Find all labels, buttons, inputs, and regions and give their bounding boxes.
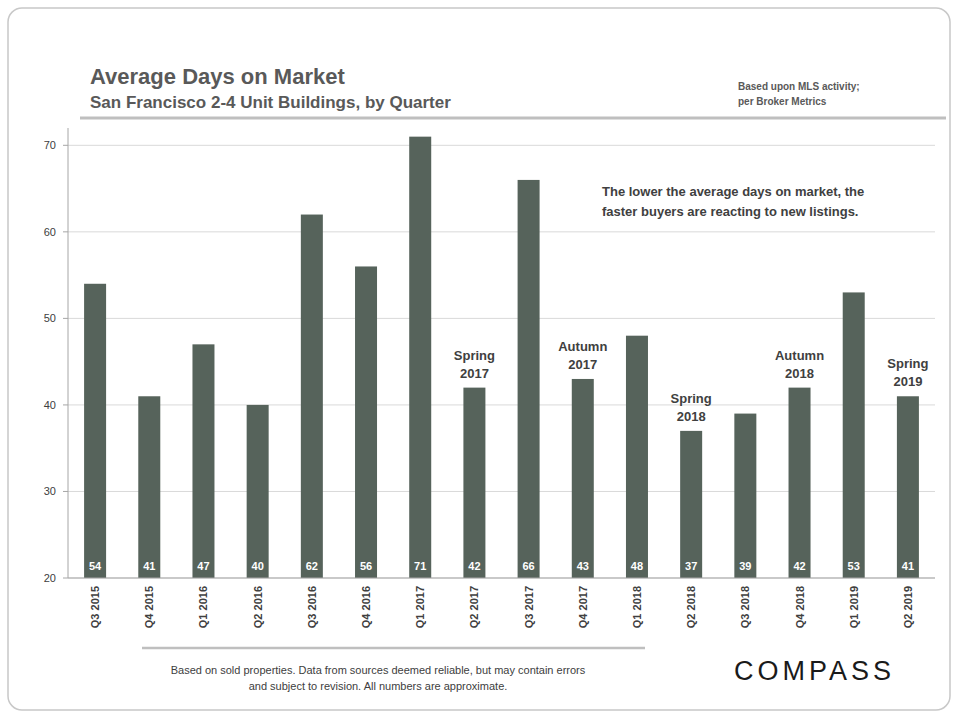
bar — [680, 431, 702, 578]
data-label: 71 — [414, 560, 426, 572]
bar — [301, 215, 323, 578]
x-tick-label: Q4 2015 — [143, 586, 155, 628]
bar — [247, 405, 269, 578]
x-tick-label: Q3 2016 — [306, 586, 318, 628]
tick-mark — [63, 318, 68, 319]
x-tick-label: Q3 2017 — [523, 586, 535, 628]
footer: Based on sold properties. Data from sour… — [168, 662, 588, 694]
x-tick-label: Q3 2015 — [89, 586, 101, 628]
data-label: 41 — [902, 560, 914, 572]
data-label: 42 — [468, 560, 480, 572]
annotation: Spring2017 — [454, 348, 495, 381]
data-label: 40 — [252, 560, 264, 572]
data-label: 66 — [522, 560, 534, 572]
bar — [138, 396, 160, 578]
grid-line — [68, 318, 935, 319]
tick-mark — [63, 231, 68, 232]
bar — [192, 344, 214, 578]
y-tick-label: 30 — [44, 485, 56, 497]
bar — [572, 379, 594, 578]
tick-mark — [63, 404, 68, 405]
x-tick-label: Q2 2016 — [252, 586, 264, 628]
y-tick-label: 20 — [44, 572, 56, 584]
tick-mark — [63, 491, 68, 492]
data-label: 54 — [89, 560, 102, 572]
grid-line — [68, 578, 935, 579]
x-tick-label: Q3 2018 — [739, 586, 751, 628]
tick-mark — [63, 145, 68, 146]
grid-line — [68, 231, 935, 232]
note: The lower the average days on market, th… — [602, 182, 902, 222]
bars — [84, 137, 919, 578]
x-tick-label: Q4 2018 — [794, 586, 806, 628]
logo: COMPASS — [734, 656, 895, 687]
bar — [463, 388, 485, 578]
data-label: 37 — [685, 560, 697, 572]
subtitle: San Francisco 2-4 Unit Buildings, by Qua… — [90, 93, 451, 113]
annotation: Spring2018 — [671, 391, 712, 424]
x-tick-label: Q1 2017 — [414, 586, 426, 628]
title: Average Days on Market — [90, 64, 345, 90]
bar — [84, 284, 106, 578]
annotation: Spring2019 — [887, 356, 928, 389]
data-label: 47 — [197, 560, 209, 572]
annotation: Autumn2018 — [775, 348, 824, 381]
bar — [843, 292, 865, 578]
x-tick-label: Q1 2018 — [631, 586, 643, 628]
x-tick-label: Q2 2017 — [468, 586, 480, 628]
data-label: 56 — [360, 560, 372, 572]
bar — [518, 180, 540, 578]
y-tick-label: 70 — [44, 139, 56, 151]
x-tick-label: Q2 2019 — [902, 586, 914, 628]
bar — [355, 266, 377, 578]
header-rule — [80, 117, 946, 120]
bar — [789, 388, 811, 578]
y-tick-label: 60 — [44, 226, 56, 238]
annotation: Autumn2017 — [558, 339, 607, 372]
data-label: 43 — [577, 560, 589, 572]
source-note: Based upon MLS activity; per Broker Metr… — [738, 79, 868, 109]
data-label: 39 — [739, 560, 751, 572]
panel-border — [8, 8, 950, 710]
data-label: 42 — [793, 560, 805, 572]
grid-line — [68, 145, 935, 146]
x-tick-label: Q1 2019 — [848, 586, 860, 628]
tick-mark — [63, 578, 68, 579]
bar — [409, 137, 431, 578]
footer-rule — [142, 647, 645, 650]
bar — [734, 414, 756, 578]
data-label: 48 — [631, 560, 643, 572]
data-label: 41 — [143, 560, 155, 572]
data-label: 53 — [848, 560, 860, 572]
x-tick-label: Q1 2016 — [197, 586, 209, 628]
x-axis — [68, 578, 935, 579]
bar — [626, 336, 648, 578]
x-tick-label: Q2 2018 — [685, 586, 697, 628]
x-tick-label: Q4 2017 — [577, 586, 589, 628]
y-axis — [68, 128, 69, 578]
y-tick-label: 40 — [44, 399, 56, 411]
x-tick-label: Q4 2016 — [360, 586, 372, 628]
y-tick-label: 50 — [44, 312, 56, 324]
data-label: 62 — [306, 560, 318, 572]
bar — [897, 396, 919, 578]
